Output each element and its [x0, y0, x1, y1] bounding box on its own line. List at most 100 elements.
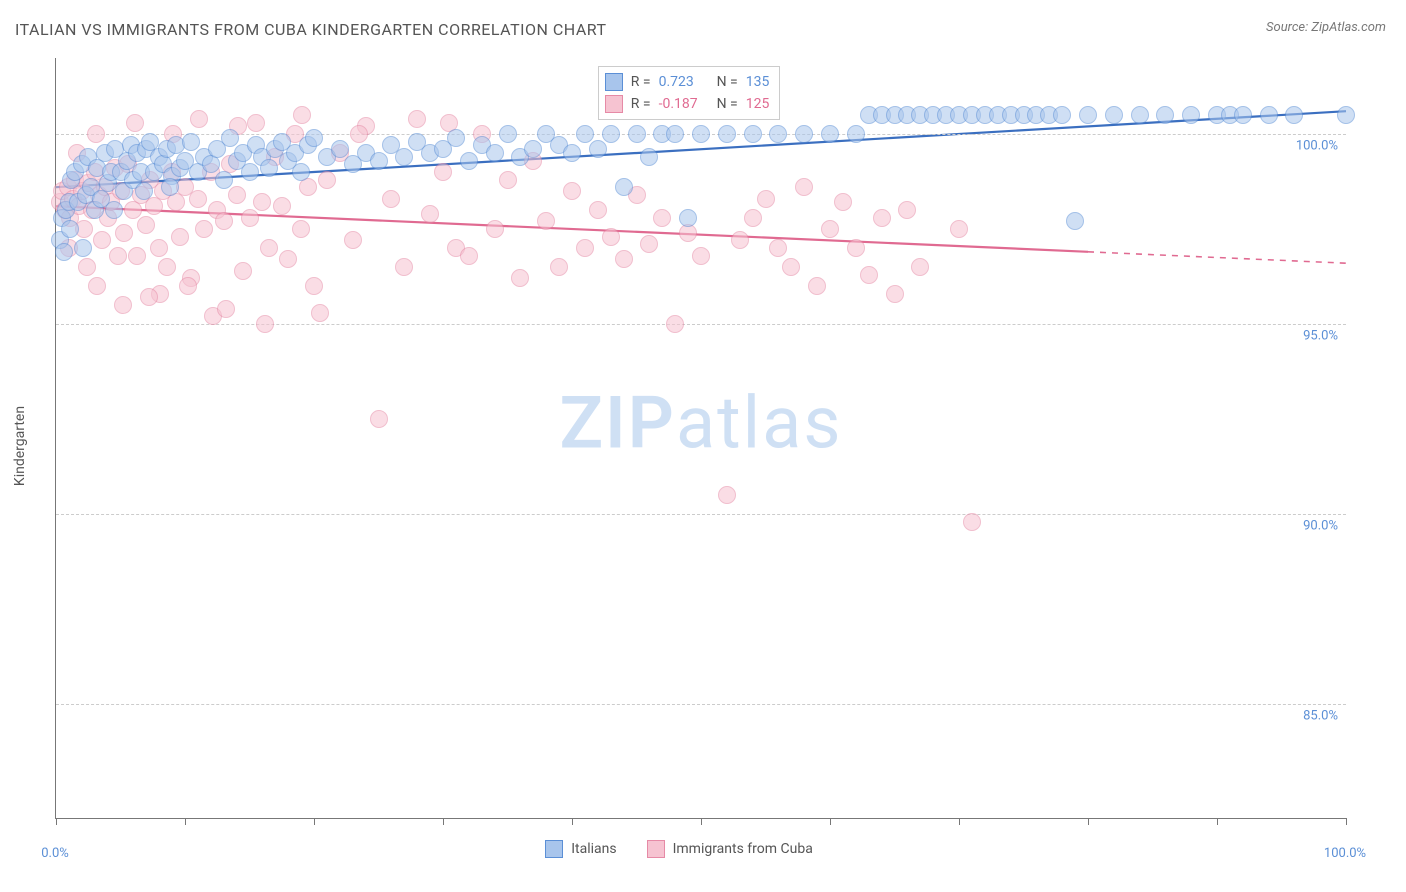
- scatter-point: [434, 163, 452, 181]
- scatter-point: [74, 239, 92, 257]
- scatter-point: [808, 277, 826, 295]
- x-tick: [572, 818, 573, 825]
- scatter-point: [128, 247, 146, 265]
- legend-r-value: 0.723: [659, 71, 709, 93]
- scatter-point: [61, 220, 79, 238]
- scatter-point: [135, 182, 153, 200]
- gridline: [56, 324, 1346, 325]
- legend-n-label: N =: [717, 71, 738, 93]
- legend-item: Italians: [545, 840, 616, 858]
- legend-n-value: 135: [746, 71, 770, 93]
- scatter-point: [963, 513, 981, 531]
- scatter-point: [115, 224, 133, 242]
- y-tick-label: 85.0%: [1303, 709, 1338, 724]
- scatter-point: [769, 239, 787, 257]
- scatter-point: [421, 205, 439, 223]
- scatter-point: [189, 190, 207, 208]
- scatter-point: [350, 125, 368, 143]
- scatter-point: [460, 152, 478, 170]
- scatter-point: [215, 212, 233, 230]
- scatter-point: [834, 193, 852, 211]
- legend-n-value: 125: [746, 93, 770, 115]
- stats-legend-box: R =0.723N =135R =-0.187N =125: [598, 66, 781, 120]
- scatter-point: [795, 178, 813, 196]
- scatter-point: [640, 235, 658, 253]
- scatter-point: [158, 258, 176, 276]
- scatter-point: [253, 193, 271, 211]
- scatter-point: [640, 148, 658, 166]
- scatter-point: [782, 258, 800, 276]
- scatter-point: [161, 178, 179, 196]
- scatter-point: [447, 129, 465, 147]
- scatter-point: [769, 125, 787, 143]
- scatter-point: [563, 144, 581, 162]
- scatter-point: [1285, 106, 1303, 124]
- x-tick-label: 100.0%: [1324, 846, 1366, 861]
- scatter-point: [256, 315, 274, 333]
- scatter-point: [692, 125, 710, 143]
- legend-r-label: R =: [631, 93, 651, 115]
- scatter-point: [279, 250, 297, 268]
- legend-n-label: N =: [717, 93, 738, 115]
- plot-area: ZIPatlas R =0.723N =135R =-0.187N =125 1…: [55, 58, 1346, 819]
- scatter-point: [1066, 212, 1084, 230]
- y-tick-label: 90.0%: [1303, 519, 1338, 534]
- scatter-point: [666, 125, 684, 143]
- scatter-point: [93, 231, 111, 249]
- gridline: [56, 514, 1346, 515]
- scatter-point: [873, 209, 891, 227]
- scatter-point: [182, 133, 200, 151]
- scatter-point: [395, 148, 413, 166]
- scatter-point: [731, 231, 749, 249]
- scatter-point: [847, 125, 865, 143]
- x-tick: [959, 818, 960, 825]
- scatter-point: [602, 228, 620, 246]
- scatter-point: [499, 125, 517, 143]
- scatter-point: [847, 239, 865, 257]
- legend-swatch: [545, 840, 563, 858]
- scatter-point: [408, 110, 426, 128]
- legend-label: Immigrants from Cuba: [673, 841, 813, 857]
- scatter-point: [576, 125, 594, 143]
- scatter-point: [88, 277, 106, 295]
- scatter-point: [179, 277, 197, 295]
- scatter-point: [589, 140, 607, 158]
- scatter-point: [1260, 106, 1278, 124]
- scatter-point: [1131, 106, 1149, 124]
- scatter-point: [305, 277, 323, 295]
- x-tick: [56, 818, 57, 825]
- x-tick: [314, 818, 315, 825]
- scatter-point: [1053, 106, 1071, 124]
- legend-row: R =-0.187N =125: [605, 93, 770, 115]
- scatter-point: [305, 129, 323, 147]
- scatter-point: [589, 201, 607, 219]
- scatter-point: [615, 250, 633, 268]
- scatter-point: [1182, 106, 1200, 124]
- scatter-point: [382, 190, 400, 208]
- scatter-point: [293, 106, 311, 124]
- scatter-point: [1079, 106, 1097, 124]
- scatter-point: [615, 178, 633, 196]
- scatter-point: [195, 220, 213, 238]
- scatter-point: [744, 125, 762, 143]
- scatter-point: [860, 266, 878, 284]
- scatter-point: [114, 296, 132, 314]
- scatter-point: [190, 110, 208, 128]
- scatter-point: [78, 258, 96, 276]
- scatter-point: [563, 182, 581, 200]
- scatter-point: [247, 114, 265, 132]
- trend-line-dashed: [1088, 252, 1346, 263]
- scatter-point: [105, 201, 123, 219]
- scatter-point: [370, 152, 388, 170]
- x-tick-label: 0.0%: [41, 846, 69, 861]
- scatter-point: [292, 163, 310, 181]
- scatter-point: [331, 140, 349, 158]
- source-attribution: Source: ZipAtlas.com: [1266, 20, 1386, 35]
- x-tick: [1217, 818, 1218, 825]
- legend-r-label: R =: [631, 71, 651, 93]
- scatter-point: [1105, 106, 1123, 124]
- scatter-point: [292, 220, 310, 238]
- scatter-point: [1156, 106, 1174, 124]
- scatter-point: [576, 239, 594, 257]
- scatter-point: [1234, 106, 1252, 124]
